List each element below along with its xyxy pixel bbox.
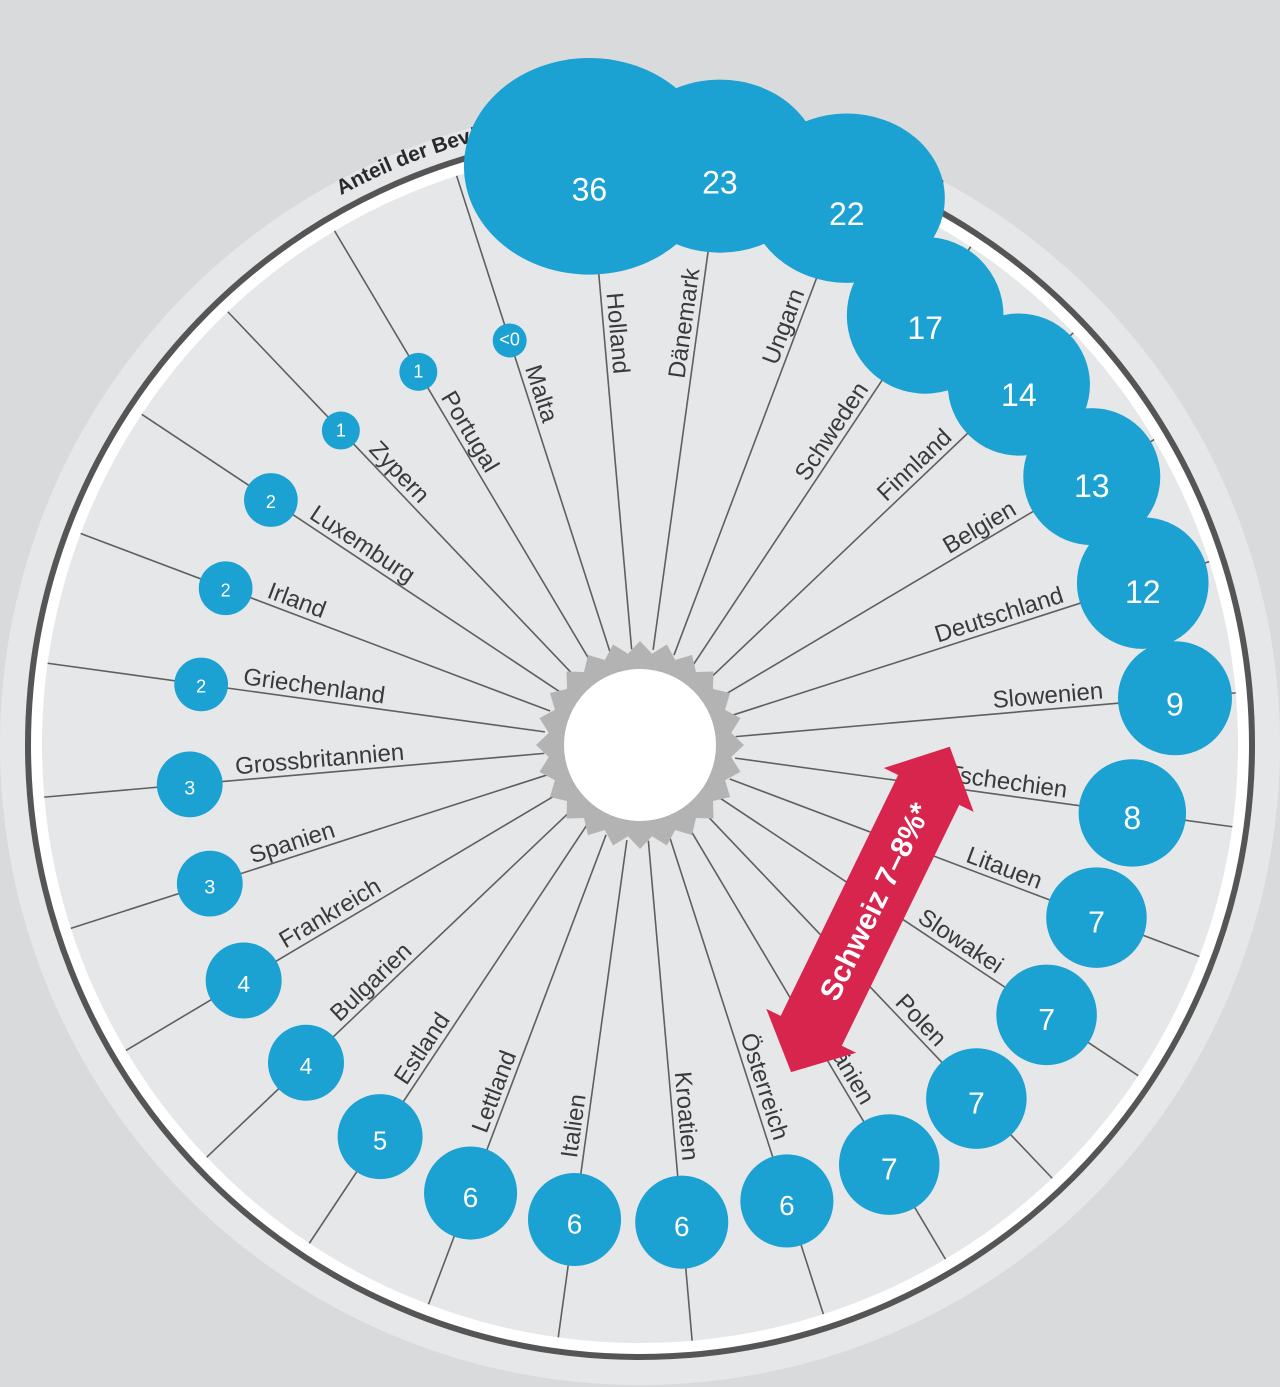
- hub-gear: [536, 641, 744, 849]
- bubble-polen: [926, 1048, 1027, 1149]
- spoke-grossbritannien: [44, 752, 545, 798]
- value-label-deutschland: 12: [1125, 574, 1161, 610]
- value-label-litauen: 7: [1088, 907, 1105, 940]
- hub-center: [564, 669, 716, 821]
- bubble-litauen: [1046, 867, 1147, 968]
- bubble-deutschland: [1076, 517, 1209, 649]
- bubble-luxemburg: [244, 473, 298, 527]
- value-label-spanien: 3: [204, 876, 215, 898]
- spoke-estland: [308, 824, 588, 1244]
- value-label-italien: 6: [567, 1208, 583, 1239]
- value-label-irland: 2: [221, 580, 231, 600]
- value-label-rumaenien: 7: [881, 1154, 898, 1187]
- spoke-spanien: [70, 773, 549, 930]
- bubble-estland: [337, 1094, 423, 1180]
- bubble-tschechien: [1078, 759, 1187, 867]
- value-label-portugal: 1: [413, 362, 423, 382]
- callout-arrow-shape: [766, 746, 974, 1073]
- value-label-griechenland: 2: [196, 677, 206, 697]
- value-label-oesterreich: 6: [779, 1190, 795, 1221]
- value-label-schweden: 17: [907, 310, 943, 346]
- bubble-lettland: [424, 1146, 518, 1240]
- spoke-zypern: [227, 311, 575, 676]
- spoke-griechenland: [47, 662, 546, 733]
- value-label-daenemark: 23: [702, 164, 738, 200]
- bubble-slowenien: [1117, 641, 1232, 756]
- bubble-italien: [527, 1172, 622, 1267]
- value-label-tschechien: 8: [1123, 800, 1141, 836]
- bubble-griechenland: [174, 657, 229, 712]
- spoke-frankreich: [125, 793, 558, 1052]
- bubble-frankreich: [205, 942, 282, 1019]
- value-label-lettland: 6: [463, 1182, 479, 1213]
- value-label-slowakei: 7: [1038, 1004, 1055, 1037]
- value-label-grossbritannien: 3: [184, 777, 195, 799]
- bubble-portugal: [399, 352, 438, 391]
- bubble-malta: [492, 323, 527, 358]
- value-label-finnland: 14: [1001, 377, 1037, 413]
- value-label-holland: 36: [572, 172, 608, 208]
- spoke-malta: [455, 175, 612, 654]
- value-label-slowenien: 9: [1166, 686, 1184, 722]
- value-label-luxemburg: 2: [266, 492, 276, 512]
- bubble-bulgarien: [267, 1024, 344, 1101]
- bubble-spanien: [176, 850, 243, 917]
- value-label-malta: <0: [499, 330, 520, 350]
- bubble-slowakei: [996, 964, 1097, 1066]
- bubble-belgien: [1023, 408, 1161, 546]
- bubble-ungarn: [748, 113, 945, 283]
- bubble-zypern: [321, 411, 360, 450]
- value-label-zypern: 1: [336, 420, 346, 440]
- bubble-grossbritannien: [156, 751, 223, 818]
- bubble-rumaenien: [838, 1114, 940, 1215]
- value-label-belgien: 13: [1074, 468, 1110, 504]
- value-label-kroatien: 6: [674, 1211, 690, 1242]
- spokes-group: [44, 149, 1236, 1341]
- bubble-kroatien: [635, 1175, 729, 1269]
- value-label-estland: 5: [373, 1127, 387, 1155]
- value-label-ungarn: 22: [829, 196, 865, 232]
- bubble-irland: [198, 561, 253, 616]
- value-label-frankreich: 4: [237, 971, 250, 997]
- value-label-bulgarien: 4: [300, 1053, 313, 1079]
- spoke-bulgarien: [206, 810, 571, 1158]
- spoke-luxemburg: [141, 413, 561, 693]
- bubble-oesterreich: [740, 1154, 834, 1248]
- spoke-portugal: [333, 230, 592, 663]
- value-label-polen: 7: [968, 1088, 985, 1121]
- spoke-irland: [80, 532, 551, 712]
